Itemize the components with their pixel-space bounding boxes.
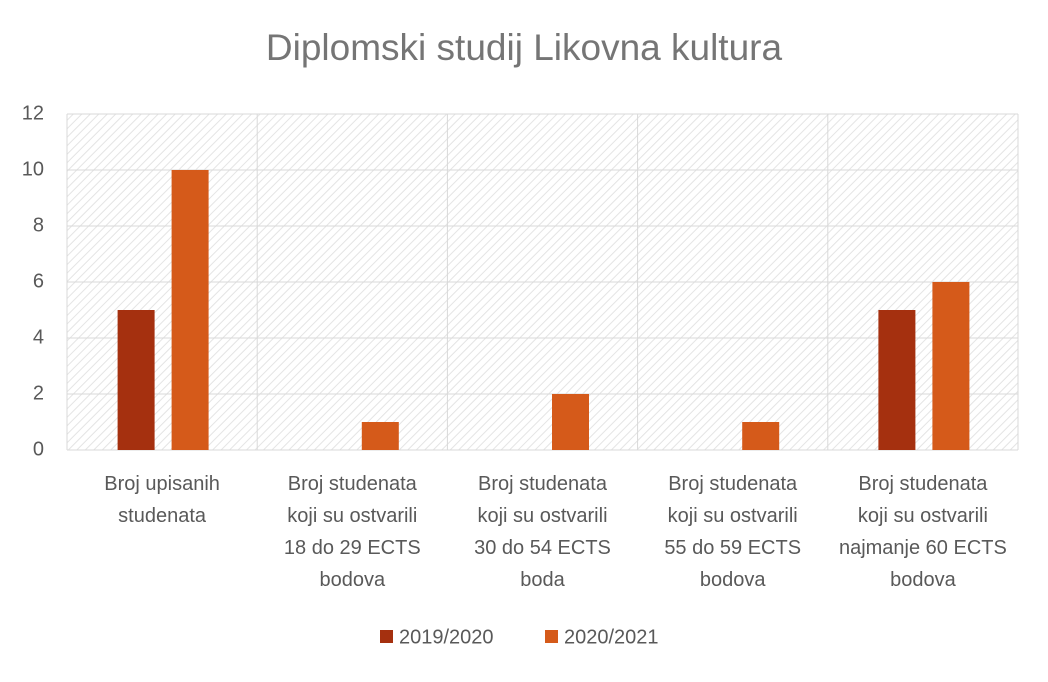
x-tick-label: Broj studenata koji su ostvarili 55 do 59 … xyxy=(664,473,801,591)
bar xyxy=(878,310,916,450)
legend-label: 2019/2020 xyxy=(399,626,494,648)
bar xyxy=(361,422,399,450)
bar xyxy=(742,422,780,450)
x-tick-label: Broj studenata koji su ostvarili 30 do 54 … xyxy=(474,473,611,591)
legend-swatch xyxy=(380,630,393,643)
bar xyxy=(171,170,209,450)
legend-swatch xyxy=(545,630,558,643)
bar xyxy=(117,310,155,450)
legend-label: 2020/2021 xyxy=(564,626,659,648)
y-tick-label: 4 xyxy=(33,326,44,348)
y-tick-label: 6 xyxy=(33,270,44,292)
y-tick-label: 12 xyxy=(22,102,44,124)
x-tick-label: Broj upisanih studenata xyxy=(104,473,220,527)
y-tick-label: 2 xyxy=(33,382,44,404)
x-tick-label: Broj studenata koji su ostvarili 18 do 29 … xyxy=(284,473,421,591)
y-tick-label: 10 xyxy=(22,158,44,180)
bar xyxy=(932,282,970,450)
x-tick-label: Broj studenata koji su ostvarili najmanje … xyxy=(839,473,1007,591)
y-tick-label: 8 xyxy=(33,214,44,236)
y-tick-label: 0 xyxy=(33,438,44,460)
bar xyxy=(552,394,589,450)
chart-title: Diplomski studij Likovna kultura xyxy=(266,27,783,68)
